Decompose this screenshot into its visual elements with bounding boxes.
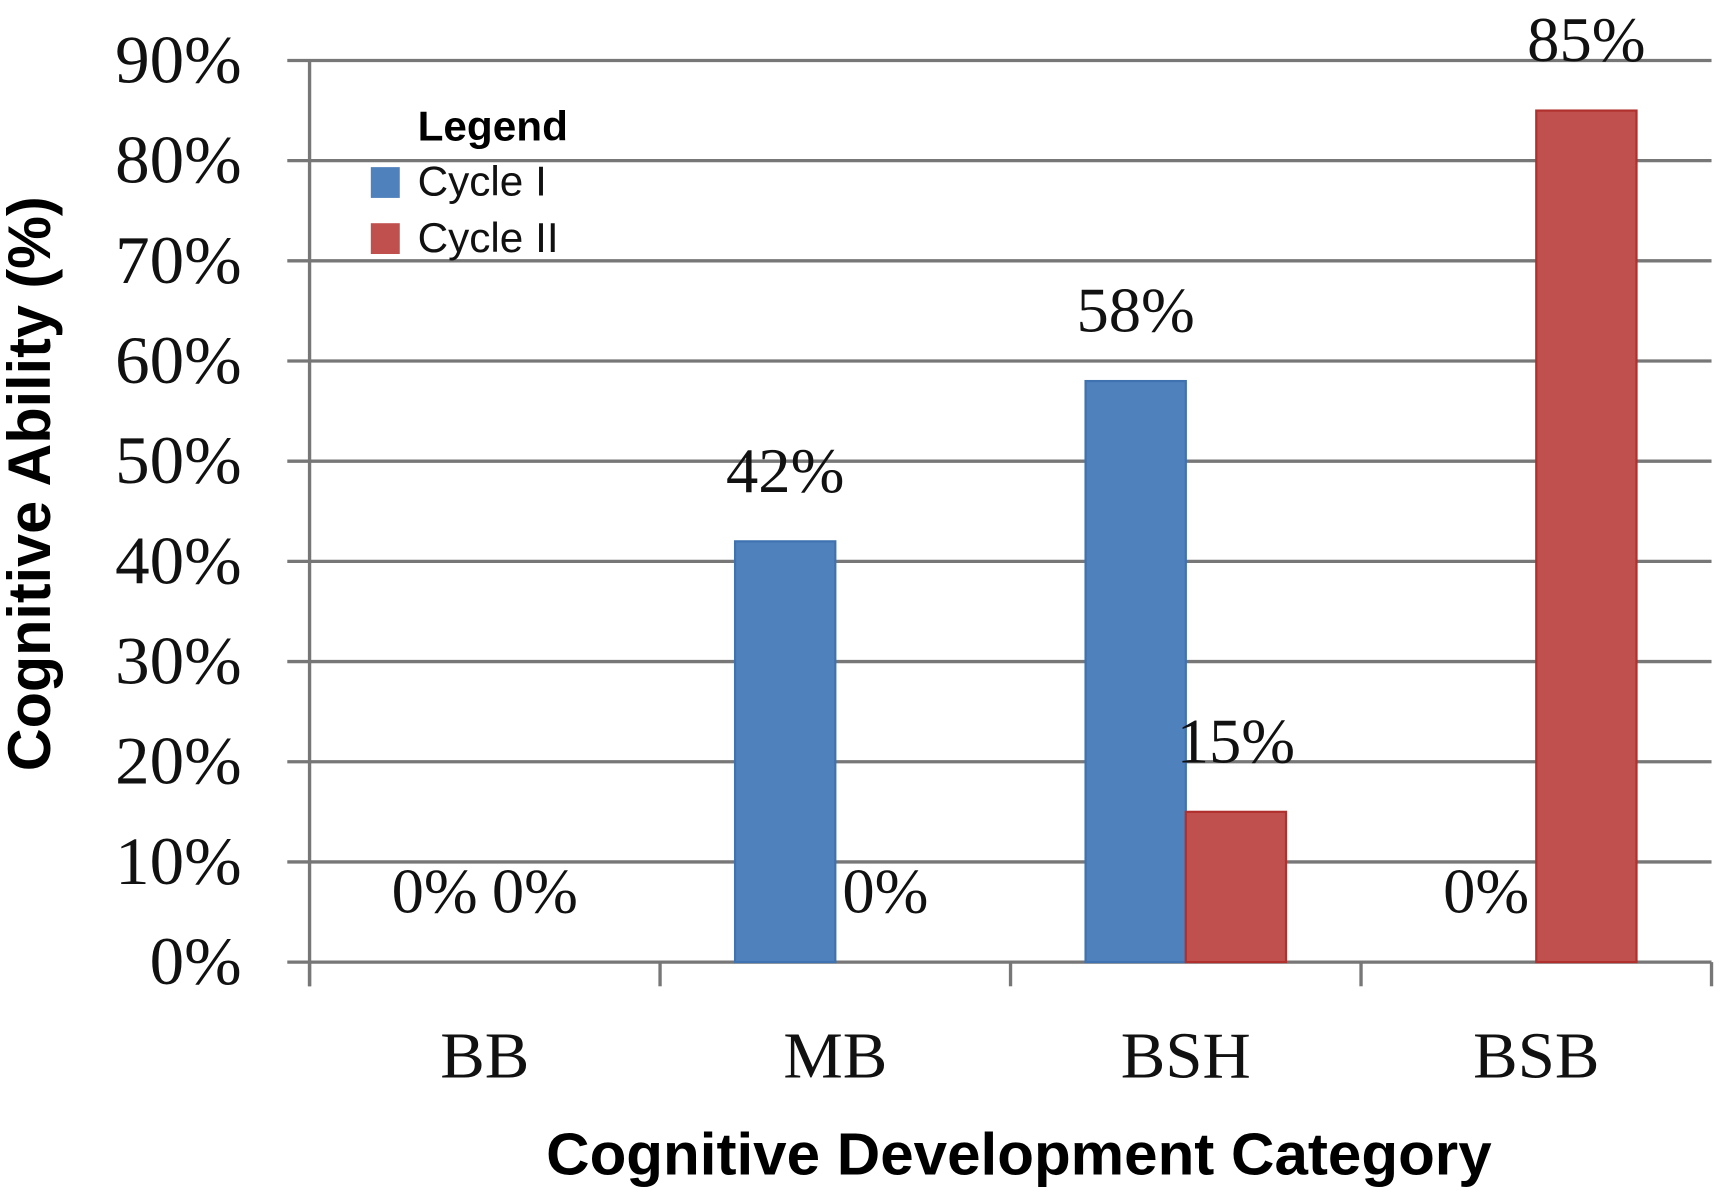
bar-cycle-i (733, 540, 837, 964)
data-label: 58% (1076, 275, 1194, 346)
x-tick-label: MB (783, 1020, 887, 1093)
gridlines (287, 58, 1712, 964)
data-label: 0% (1443, 856, 1529, 927)
y-tick-label: 90% (115, 22, 242, 98)
y-tick-label: 10% (115, 823, 242, 899)
y-tick-label: 20% (115, 723, 242, 799)
y-tick-label: 50% (115, 423, 242, 499)
bar-cycle-i (1084, 379, 1187, 964)
x-tick-label: BSB (1473, 1020, 1599, 1093)
data-label: 85% (1527, 4, 1645, 75)
y-tick-label: 40% (115, 523, 242, 599)
legend-title: Legend (418, 103, 568, 150)
y-tick-label: 60% (115, 322, 242, 398)
x-tick-label: BSH (1121, 1020, 1251, 1093)
x-axis-title: Cognitive Development Category (546, 1121, 1492, 1188)
data-label: 15% (1177, 706, 1295, 777)
legend: Legend Cycle I Cycle II (370, 103, 568, 261)
bars (733, 109, 1638, 964)
legend-label-cycle-2: Cycle II (418, 214, 559, 261)
data-label: 0% (842, 856, 928, 927)
y-tick-label: 0% (150, 923, 242, 999)
y-tick-label: 30% (115, 623, 242, 699)
data-label: 0% (392, 856, 478, 927)
bar-cycle-ii (1184, 810, 1288, 964)
y-tick-label: 70% (115, 222, 242, 298)
legend-swatch-cycle-2 (370, 223, 400, 254)
data-label: 42% (726, 435, 844, 506)
legend-swatch-cycle-1 (370, 167, 400, 198)
y-tick-label: 80% (115, 122, 242, 198)
bar-cycle-ii (1535, 109, 1638, 964)
data-label: 0% (492, 856, 578, 927)
x-tick-label: BB (440, 1020, 529, 1093)
data-labels: 0%42%58%0%0% 0%15%85% (392, 4, 1646, 926)
y-axis-title: Cognitive Ability (%) (0, 196, 63, 771)
y-tick-labels: 0% 10% 20% 30% 40% 50% 60% 70% 80% 90% (115, 22, 242, 999)
legend-label-cycle-1: Cycle I (418, 158, 547, 205)
x-axis: BB MB BSH BSB (307, 60, 1714, 1093)
